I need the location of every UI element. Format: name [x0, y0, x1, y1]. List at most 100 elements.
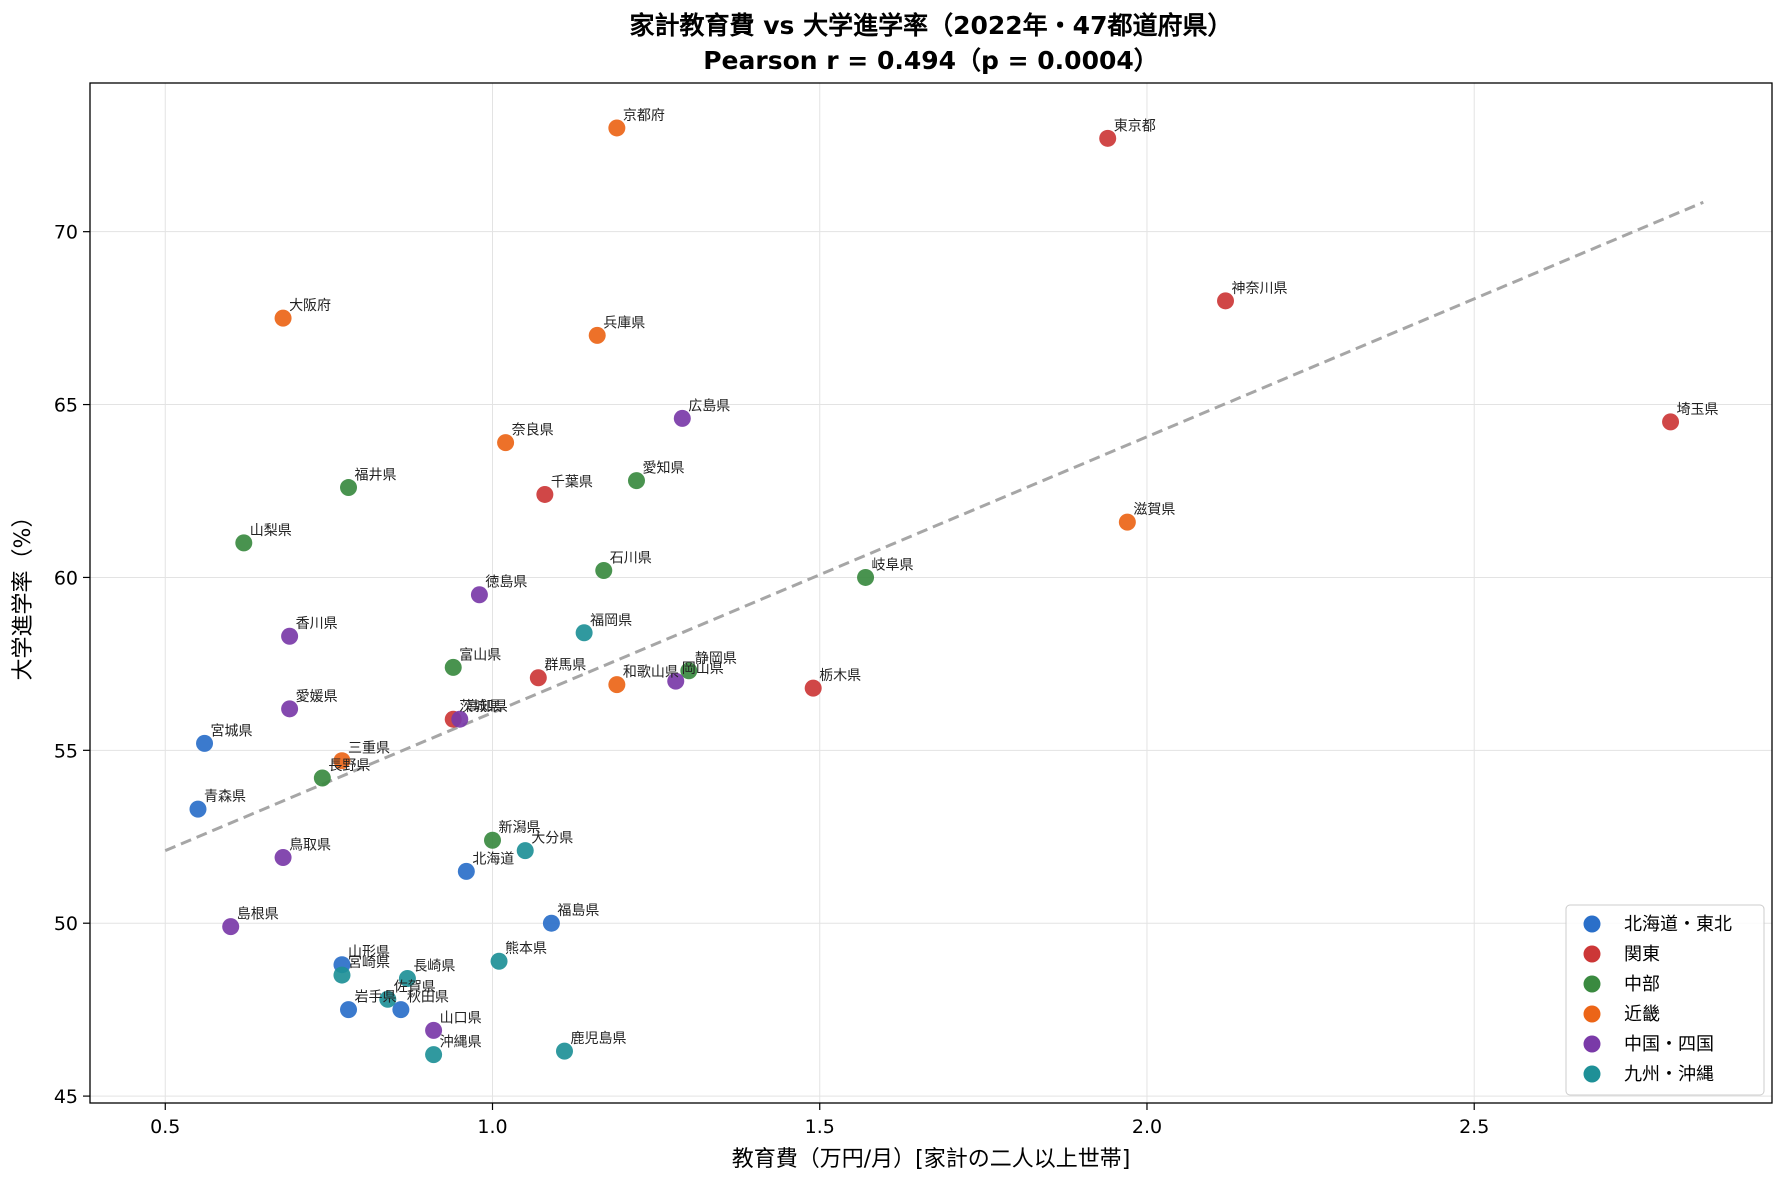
- point-label: 三重県: [348, 741, 390, 757]
- point-label: 富山県: [459, 646, 501, 663]
- point-label: 岡山県: [682, 661, 724, 677]
- data-point: [444, 658, 462, 676]
- data-point: [281, 627, 299, 645]
- point-label: 福井県: [355, 468, 397, 484]
- y-tick-label: 60: [54, 567, 78, 589]
- x-tick-label: 0.5: [150, 1116, 180, 1138]
- data-point: [627, 472, 645, 490]
- data-point: [281, 700, 299, 718]
- point-label: 北海道: [472, 851, 514, 867]
- trendline: [164, 200, 1704, 852]
- point-label: 茨城県: [459, 699, 501, 715]
- data-point: [392, 1001, 410, 1019]
- legend-entry-label: 関東: [1624, 944, 1660, 965]
- point-label: 和歌山県: [623, 665, 679, 681]
- point-label: 鹿児島県: [570, 1030, 626, 1047]
- point-label: 熊本県: [505, 941, 547, 957]
- data-point: [274, 309, 292, 327]
- data-point: [274, 849, 292, 867]
- y-tick-label: 50: [54, 913, 78, 935]
- data-point: [542, 914, 560, 932]
- data-point: [425, 1021, 443, 1039]
- point-label: 滋賀県: [1133, 502, 1175, 518]
- data-point: [235, 534, 253, 552]
- data-point: [516, 842, 534, 860]
- data-point: [595, 562, 613, 580]
- x-tick-label: 1.0: [477, 1116, 507, 1138]
- legend-marker: [1583, 915, 1601, 933]
- y-tick-label: 55: [54, 740, 78, 762]
- data-point: [857, 568, 875, 586]
- point-label: 高知県: [466, 698, 508, 715]
- data-point: [484, 831, 502, 849]
- data-point: [222, 918, 240, 936]
- point-label: 福岡県: [590, 613, 632, 629]
- point-label: 愛知県: [642, 460, 684, 477]
- grid-lines: [90, 83, 1772, 1103]
- data-point: [1662, 413, 1680, 431]
- legend-marker: [1583, 945, 1601, 963]
- legend-marker: [1583, 975, 1601, 993]
- point-label: 長崎県: [413, 959, 455, 975]
- legend-entry-label: 中部: [1624, 974, 1660, 995]
- data-point: [398, 970, 416, 988]
- point-label: 香川県: [296, 616, 338, 632]
- y-axis-label: 大学進学率（%）: [11, 506, 36, 681]
- data-point: [189, 800, 207, 818]
- legend-entry-label: 近畿: [1624, 1004, 1660, 1025]
- data-point: [536, 485, 554, 503]
- data-point: [1217, 292, 1235, 310]
- point-label: 宮城県: [211, 723, 253, 739]
- point-label: 新潟県: [499, 820, 541, 836]
- data-point: [425, 1046, 443, 1064]
- point-label: 神奈川県: [1232, 281, 1288, 297]
- data-point: [608, 119, 626, 137]
- point-label: 山梨県: [250, 523, 292, 539]
- x-tick-label: 2.0: [1132, 1116, 1162, 1138]
- data-point: [529, 669, 547, 687]
- data-points: [189, 119, 1680, 1064]
- point-label: 宮崎県: [348, 955, 390, 971]
- data-point: [673, 409, 691, 427]
- point-label: 山口県: [440, 1010, 482, 1026]
- y-tick-label: 70: [54, 222, 78, 244]
- point-label: 兵庫県: [603, 314, 645, 331]
- x-tick-label: 2.5: [1459, 1116, 1489, 1138]
- data-point: [588, 326, 606, 344]
- legend-marker: [1583, 1005, 1601, 1023]
- point-label: 東京都: [1114, 118, 1156, 134]
- chart-subtitle: Pearson r = 0.494（p = 0.0004）: [703, 46, 1159, 75]
- plot-frame: [89, 82, 1773, 1104]
- chart-title: 家計教育費 vs 大学進学率（2022年・47都道府県）: [630, 11, 1233, 40]
- point-label: 群馬県: [544, 658, 586, 674]
- data-point: [555, 1042, 573, 1060]
- point-label: 大阪府: [289, 298, 331, 314]
- point-label: 奈良県: [512, 423, 554, 439]
- x-axis-label: 教育費（万円/月）[家計の二人以上世帯]: [732, 1147, 1131, 1172]
- point-label: 埼玉県: [1677, 402, 1719, 418]
- point-label: 大分県: [531, 831, 573, 847]
- data-point: [333, 966, 351, 984]
- point-label: 石川県: [610, 551, 652, 567]
- point-label: 栃木県: [819, 668, 861, 684]
- point-label: 岐阜県: [872, 556, 914, 573]
- legend-entry-label: 中国・四国: [1624, 1034, 1714, 1055]
- data-point: [490, 952, 508, 970]
- data-point: [470, 586, 488, 604]
- point-label: 秋田県: [407, 990, 449, 1006]
- data-point: [379, 990, 397, 1008]
- point-label: 愛媛県: [296, 689, 338, 705]
- legend-entry-label: 九州・沖縄: [1624, 1064, 1714, 1085]
- data-point: [680, 662, 698, 680]
- data-point: [608, 676, 626, 694]
- point-label: 広島県: [688, 398, 730, 414]
- point-label: 青森県: [204, 789, 246, 805]
- point-label: 岩手県: [355, 990, 397, 1006]
- data-point: [340, 1001, 358, 1019]
- point-label: 山形県: [348, 945, 390, 961]
- point-label: 千葉県: [551, 474, 593, 490]
- point-label: 京都府: [623, 108, 665, 124]
- data-point: [1099, 129, 1117, 147]
